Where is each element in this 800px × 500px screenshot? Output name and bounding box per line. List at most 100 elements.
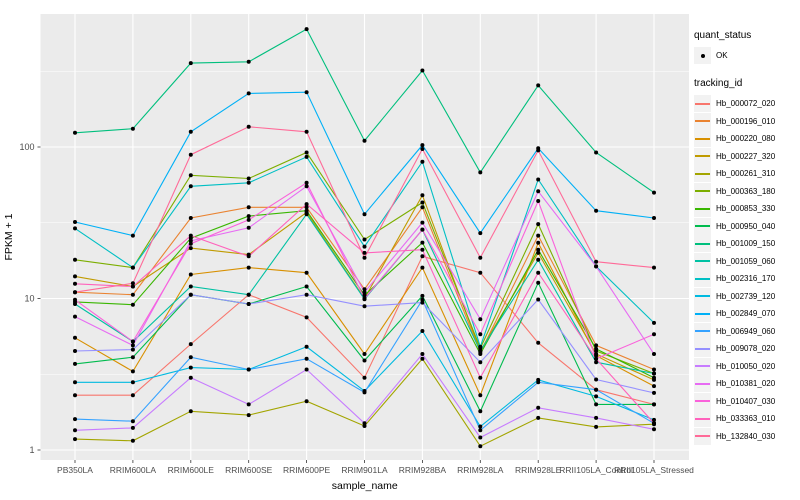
data-point	[73, 281, 77, 286]
data-point	[304, 205, 309, 210]
data-point	[652, 421, 656, 426]
data-point	[652, 384, 656, 389]
data-point	[420, 300, 425, 305]
legend-line-swatch	[694, 217, 711, 235]
data-point	[536, 380, 541, 385]
data-point	[652, 216, 656, 220]
data-point	[246, 217, 251, 222]
x-axis-title: sample_name	[332, 480, 398, 492]
data-point	[478, 349, 483, 353]
data-point	[594, 415, 599, 420]
data-point	[594, 387, 599, 392]
legend-line-swatch	[694, 427, 711, 445]
data-point	[536, 280, 541, 285]
data-point	[478, 317, 483, 322]
data-point	[362, 421, 367, 426]
data-point	[73, 437, 77, 442]
data-point	[362, 290, 367, 295]
data-point	[130, 419, 135, 424]
data-point	[73, 380, 77, 385]
data-point	[652, 265, 656, 270]
x-tick-label: RRII105LA_Stressed	[614, 465, 694, 475]
legend-line-swatch	[694, 200, 711, 218]
data-point	[594, 356, 599, 361]
data-point	[362, 237, 367, 242]
data-point	[188, 129, 193, 134]
data-point	[478, 352, 483, 356]
data-point	[304, 284, 309, 289]
legend-line-swatch	[694, 305, 711, 323]
x-tick-label: RRIM928BA	[399, 465, 447, 475]
legend-item-Hb_000853_330: Hb_000853_330	[694, 200, 800, 218]
data-point	[304, 208, 309, 213]
data-point	[130, 126, 135, 131]
data-point	[362, 390, 367, 395]
legend-item-label: Hb_000261_310	[716, 169, 776, 179]
data-point	[304, 315, 309, 320]
data-point	[362, 255, 367, 260]
data-point	[188, 272, 193, 277]
legend-item-Hb_002316_170: Hb_002316_170	[694, 270, 800, 288]
x-tick-label: RRIM901LA	[341, 465, 388, 475]
legend-item-Hb_001009_150: Hb_001009_150	[694, 235, 800, 253]
legend-line-swatch	[694, 270, 711, 288]
data-point	[478, 360, 483, 365]
data-point	[246, 176, 251, 181]
data-point	[246, 91, 251, 96]
data-point	[362, 358, 367, 363]
data-point	[420, 247, 425, 252]
data-point	[652, 332, 656, 337]
data-point	[478, 424, 483, 429]
data-point	[73, 226, 77, 231]
data-point	[130, 393, 135, 398]
data-point	[536, 270, 541, 275]
legend-item-label: Hb_000072_020	[716, 99, 776, 109]
data-point	[304, 154, 309, 159]
data-point	[420, 352, 425, 356]
legend-item-label: Hb_000853_330	[716, 204, 776, 214]
legend-item-Hb_000220_080: Hb_000220_080	[694, 130, 800, 148]
data-point	[478, 170, 483, 175]
data-point	[130, 302, 135, 307]
legend-item-Hb_001059_060: Hb_001059_060	[694, 252, 800, 271]
data-point	[420, 220, 425, 225]
data-point	[246, 205, 251, 210]
data-point	[652, 375, 656, 380]
data-point	[536, 240, 541, 245]
data-point	[130, 347, 135, 352]
legend-item-Hb_000950_040: Hb_000950_040	[694, 217, 800, 236]
data-point	[594, 259, 599, 264]
data-point	[536, 340, 541, 345]
data-point	[420, 240, 425, 245]
data-point	[362, 296, 367, 301]
legend-line-swatch	[694, 130, 711, 148]
legend-item-label: Hb_010381_020	[716, 379, 776, 389]
data-point	[594, 264, 599, 269]
data-point	[594, 343, 599, 348]
data-point	[73, 302, 77, 306]
y-axis-title: FPKM + 1	[3, 213, 15, 260]
data-point	[478, 428, 483, 433]
data-point	[73, 417, 77, 422]
data-point	[73, 349, 77, 353]
data-point	[420, 356, 425, 361]
y-tick-label: 100	[19, 142, 34, 152]
data-point	[73, 314, 77, 319]
data-point	[478, 344, 483, 349]
legend-line-swatch	[694, 165, 711, 183]
legend-item-label: Hb_006949_060	[716, 326, 776, 336]
data-point	[536, 148, 541, 153]
data-point	[188, 233, 193, 238]
x-tick-label: RRIM928LE	[515, 465, 562, 475]
data-point	[536, 247, 541, 252]
legend-line-swatch	[694, 375, 711, 393]
legend-item-label: Hb_001009_150	[716, 239, 776, 249]
data-point	[478, 435, 483, 440]
legend-line-swatch	[694, 235, 711, 253]
data-point	[420, 159, 425, 164]
data-point	[73, 130, 77, 135]
data-point	[478, 255, 483, 260]
data-point	[478, 393, 483, 398]
data-point	[536, 415, 541, 420]
